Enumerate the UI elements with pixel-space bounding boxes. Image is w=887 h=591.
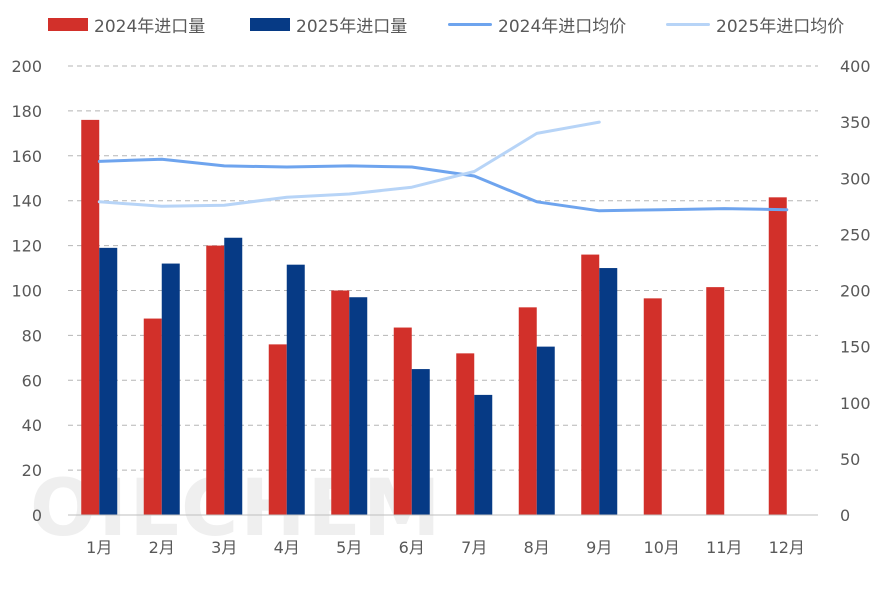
right-tick-label: 200	[840, 282, 871, 301]
legend-swatch-2024-price	[448, 22, 492, 26]
left-tick-label: 140	[11, 192, 42, 211]
x-tick-label: 1月	[86, 538, 112, 557]
left-tick-label: 60	[22, 371, 42, 390]
legend-item-2025-price[interactable]: 2025年进口均价	[666, 10, 844, 38]
grid-lines	[68, 65, 818, 471]
bar-2025-6	[411, 369, 430, 515]
line-series	[97, 120, 789, 213]
right-tick-label: 250	[840, 225, 871, 244]
bar-2025-5	[349, 297, 368, 515]
right-tick-label: 50	[840, 450, 860, 469]
bar-2024-4	[268, 344, 287, 515]
bar-2024-9	[581, 254, 600, 515]
line-2025-price	[97, 120, 601, 208]
bar-2025-8	[536, 346, 555, 515]
left-tick-label: 40	[22, 416, 42, 435]
bar-2024-3	[206, 245, 225, 515]
x-tick-label: 4月	[274, 538, 300, 557]
bar-2024-6	[393, 327, 412, 515]
left-tick-label: 120	[11, 237, 42, 256]
bar-2025-7	[474, 394, 493, 515]
bar-2024-12	[768, 197, 787, 515]
bar-2025-2	[161, 263, 180, 515]
legend-item-2025-volume[interactable]: 2025年进口量	[250, 10, 407, 38]
left-tick-label: 100	[11, 282, 42, 301]
legend-label-2025-price: 2025年进口均价	[716, 16, 845, 37]
legend-swatch-2025-price	[666, 22, 710, 26]
right-tick-label: 0	[840, 506, 850, 525]
x-tick-label: 3月	[211, 538, 237, 557]
x-tick-label: 2月	[149, 538, 175, 557]
x-tick-label: 9月	[586, 538, 612, 557]
bar-2025-1	[99, 247, 118, 515]
left-tick-label: 0	[32, 506, 42, 525]
legend: 2024年进口量 2025年进口量 2024年进口均价 2025年进口均价	[0, 10, 887, 38]
right-tick-label: 150	[840, 338, 871, 357]
left-tick-label: 160	[11, 147, 42, 166]
legend-label-2025-volume: 2025年进口量	[296, 16, 408, 37]
bar-2024-8	[518, 307, 537, 515]
x-tick-label: 12月	[769, 538, 805, 557]
x-tick-label: 7月	[461, 538, 487, 557]
x-tick-label: 10月	[644, 538, 680, 557]
legend-swatch-2025-volume	[250, 17, 290, 31]
legend-item-2024-price[interactable]: 2024年进口均价	[448, 10, 626, 38]
x-axis: 1月 2月 3月 4月 5月 6月 7月 8月 9月 10月 11月 12月	[68, 514, 818, 557]
bar-series	[81, 119, 787, 515]
left-tick-label: 20	[22, 461, 42, 480]
line-2024-price	[97, 157, 789, 213]
right-axis: 0 50 100 150 200 250 300 350 400	[840, 57, 871, 525]
right-tick-label: 400	[840, 57, 871, 76]
bar-2024-10	[643, 298, 662, 515]
bar-2025-3	[224, 237, 243, 515]
x-tick-label: 5月	[336, 538, 362, 557]
x-tick-label: 6月	[399, 538, 425, 557]
bar-2025-9	[599, 268, 618, 515]
bar-2024-5	[331, 290, 350, 515]
bar-2024-1	[81, 119, 100, 515]
right-tick-label: 100	[840, 394, 871, 413]
bar-2024-11	[706, 287, 725, 515]
right-tick-label: 300	[840, 169, 871, 188]
x-tick-label: 11月	[706, 538, 742, 557]
legend-swatch-2024-volume	[48, 17, 88, 31]
left-tick-label: 200	[11, 57, 42, 76]
legend-item-2024-volume[interactable]: 2024年进口量	[48, 10, 205, 38]
left-tick-label: 180	[11, 102, 42, 121]
bar-2024-7	[456, 353, 475, 515]
bar-2025-4	[286, 264, 305, 515]
legend-label-2024-volume: 2024年进口量	[94, 16, 206, 37]
legend-label-2024-price: 2024年进口均价	[498, 16, 627, 37]
left-tick-label: 80	[22, 326, 42, 345]
bar-2024-2	[143, 318, 162, 515]
x-tick-label: 8月	[524, 538, 550, 557]
left-axis: 0 20 40 60 80 100 120 140 160 180 200	[11, 57, 42, 525]
right-tick-label: 350	[840, 113, 871, 132]
